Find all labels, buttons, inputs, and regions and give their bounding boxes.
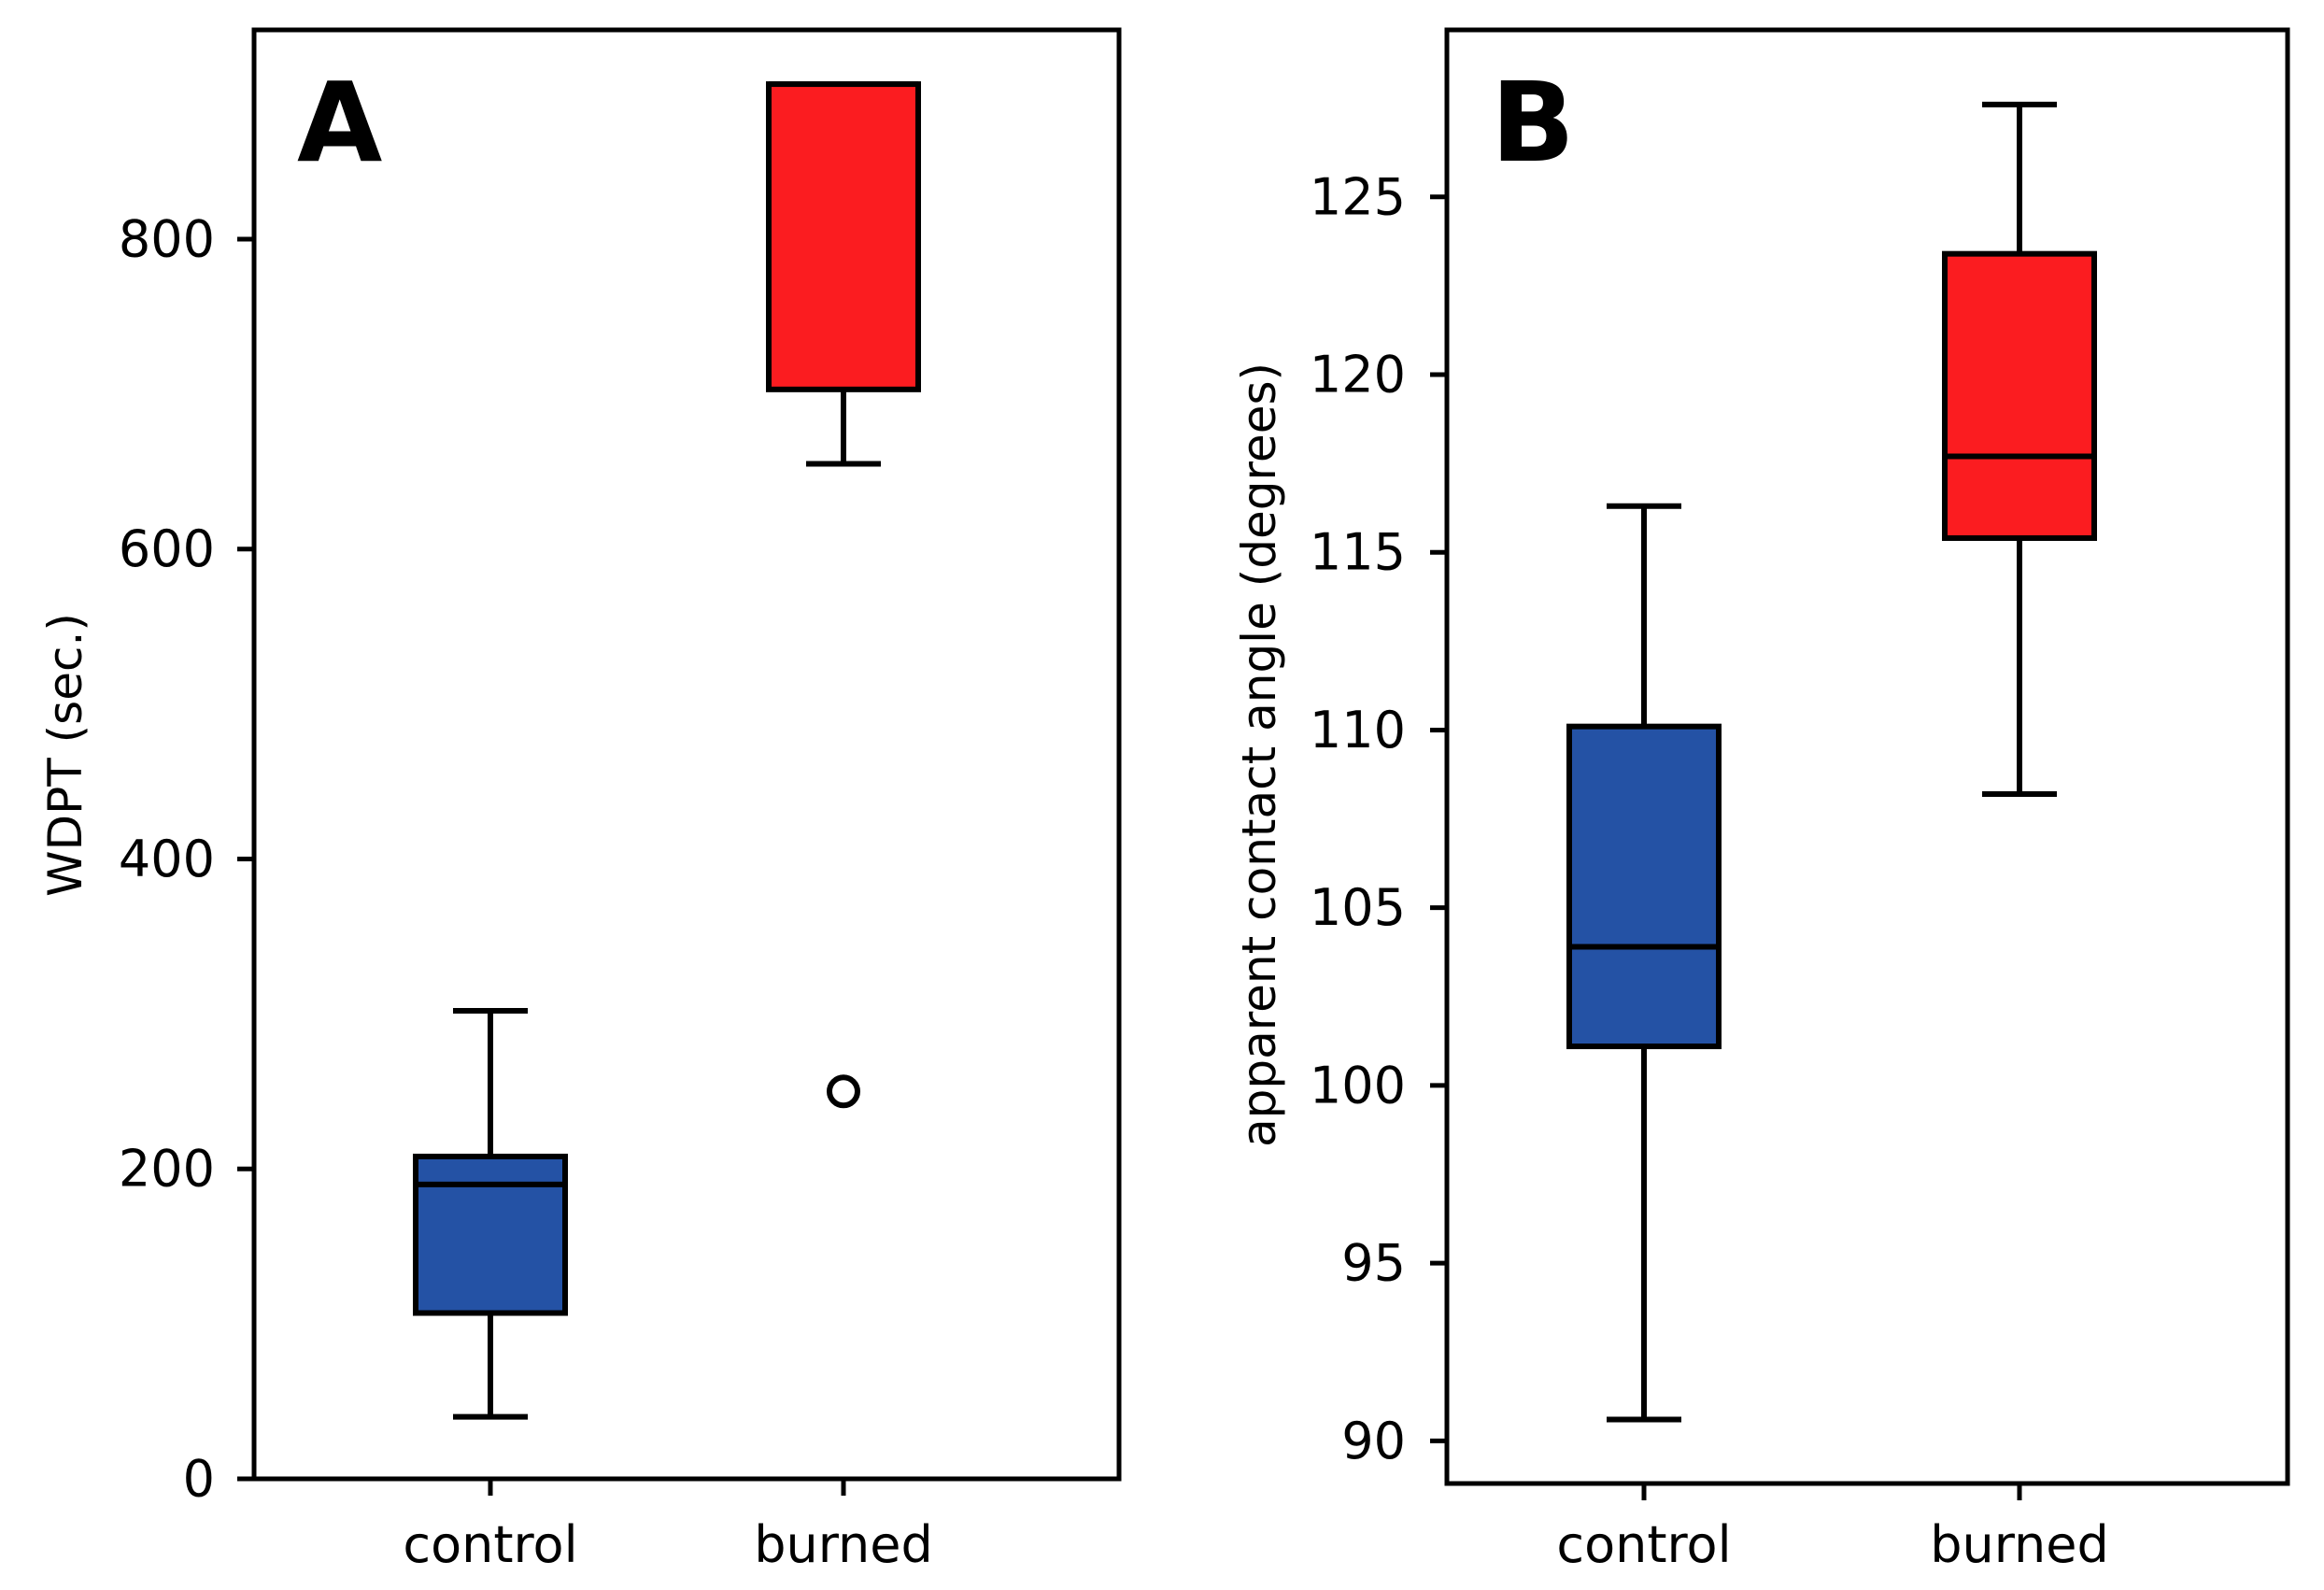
y-tick-label: 100: [1310, 1056, 1406, 1114]
box-body: [1942, 250, 2097, 542]
y-tick-label: 120: [1310, 346, 1406, 405]
y-tick-label: 0: [183, 1450, 215, 1509]
box-control: [1566, 503, 1722, 1423]
y-axis-label: WDPT (sec.): [38, 613, 92, 897]
outlier-point: [827, 1074, 860, 1109]
x-tick-label: control: [403, 1515, 577, 1574]
plot-frame: [251, 27, 1122, 1482]
box-body: [766, 81, 921, 392]
y-tick-label: 115: [1310, 523, 1406, 582]
panel-label: B: [1491, 58, 1575, 187]
chart-panel-b: 90 95 100 105 110 115 120 125 control burned appar…: [1232, 27, 2290, 1574]
y-axis-label: apparent contact angle (degrees): [1232, 362, 1286, 1147]
box-body: [1566, 723, 1722, 1050]
y-tick-label: 600: [119, 519, 215, 578]
y-tick-label: 200: [119, 1140, 215, 1199]
y-tick-label: 125: [1310, 167, 1406, 226]
y-tick-label: 105: [1310, 878, 1406, 937]
y-tick-label: 90: [1341, 1412, 1406, 1470]
box-body: [413, 1153, 568, 1316]
plot-frame: [1444, 27, 2290, 1486]
panel-label: A: [297, 58, 382, 187]
y-tick-label: 110: [1310, 701, 1406, 760]
x-tick-label: control: [1556, 1515, 1731, 1574]
box-burned: [1942, 101, 2097, 797]
box-burned: [766, 81, 921, 1109]
y-tick-label: 400: [119, 830, 215, 888]
chart-panel-a: 0 200 400 600 800 control burned WDPT (sec.) A: [38, 27, 1122, 1574]
y-tick-label: 95: [1341, 1234, 1406, 1293]
x-tick-label: burned: [1930, 1515, 2108, 1574]
x-tick-label: burned: [754, 1515, 932, 1574]
y-tick-label: 800: [119, 209, 215, 268]
box-control: [413, 1008, 568, 1420]
